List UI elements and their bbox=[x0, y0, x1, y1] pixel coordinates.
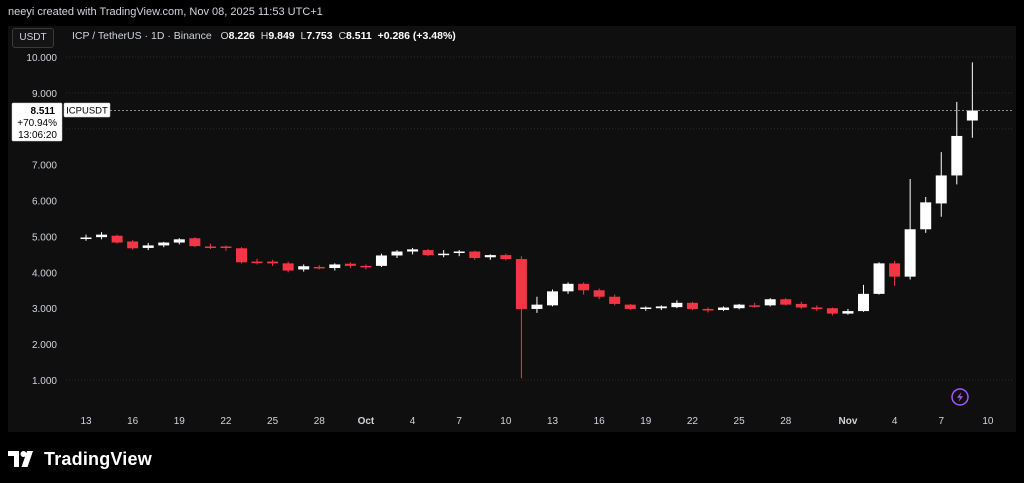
low-key: L bbox=[300, 30, 307, 42]
close-key: C bbox=[338, 30, 347, 42]
symbol-button[interactable]: USDT bbox=[12, 28, 54, 48]
chart-frame[interactable] bbox=[8, 26, 1016, 432]
chart-credit: neeyi created with TradingView.com, Nov … bbox=[8, 6, 323, 18]
open-value: 8.226 bbox=[228, 30, 255, 42]
ohlc-legend: ICP / TetherUS · 1D · Binance O8.226 H9.… bbox=[72, 30, 456, 42]
high-value: 9.849 bbox=[268, 30, 295, 42]
close-value: 8.511 bbox=[346, 30, 372, 42]
change-value: +0.286 (+3.48%) bbox=[377, 30, 456, 42]
tradingview-logo-icon bbox=[8, 451, 33, 467]
legend-title: ICP / TetherUS · 1D · Binance bbox=[72, 30, 212, 42]
low-value: 7.753 bbox=[306, 30, 333, 42]
footer-brand-text: TradingView bbox=[44, 448, 152, 469]
footer-brand[interactable]: TradingView bbox=[8, 446, 152, 472]
open-key: O bbox=[220, 30, 229, 42]
high-key: H bbox=[260, 30, 269, 42]
